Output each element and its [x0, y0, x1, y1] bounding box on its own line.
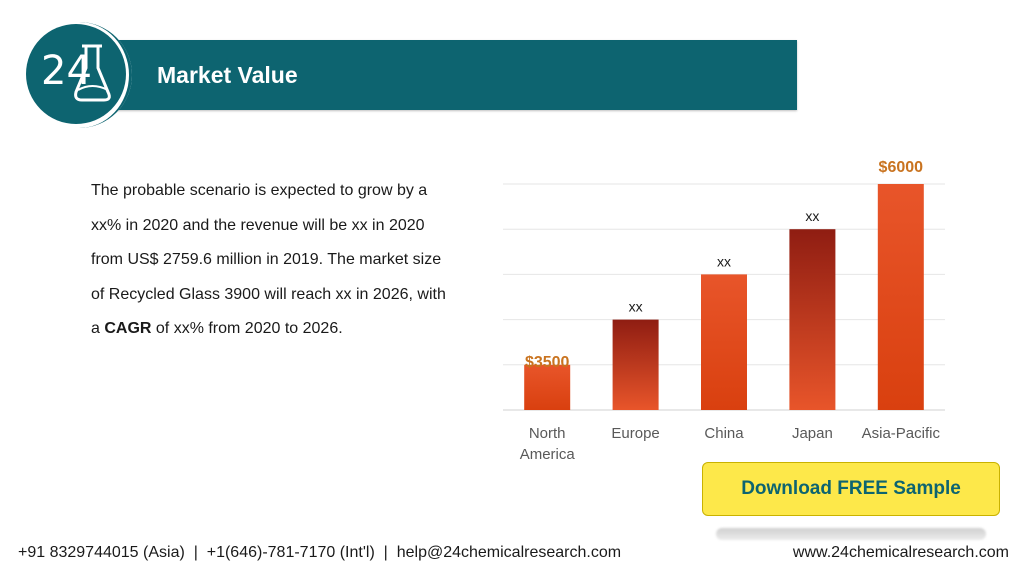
category-label: Europe	[611, 425, 659, 442]
data-label: xx	[629, 299, 643, 315]
data-label: $3500	[525, 354, 570, 371]
download-sample-button[interactable]: Download FREE Sample	[702, 462, 1000, 516]
data-label: xx	[805, 208, 819, 224]
button-shadow	[716, 528, 986, 540]
footer-contact: +91 8329744015 (Asia) | +1(646)-781-7170…	[18, 544, 622, 561]
description-part-2: of xx% from 2020 to 2026.	[151, 320, 343, 338]
brand-logo: 24	[26, 22, 132, 128]
category-label: China	[704, 425, 744, 442]
category-label: North	[529, 425, 566, 442]
data-label: xx	[717, 253, 731, 269]
data-label: $6000	[879, 159, 924, 176]
bar-north-america	[524, 364, 571, 410]
footer-website[interactable]: www.24chemicalresearch.com	[792, 544, 1009, 561]
description-part-1: The probable scenario is expected to gro…	[91, 182, 446, 338]
description-text: The probable scenario is expected to gro…	[91, 174, 451, 347]
bar-asia-pacific	[877, 184, 924, 410]
bar-china	[701, 274, 747, 410]
category-label: America	[520, 446, 576, 463]
page-title: Market Value	[157, 62, 298, 88]
category-label: Japan	[792, 425, 833, 442]
logo-ring	[26, 22, 132, 128]
category-label: Asia-Pacific	[862, 425, 941, 442]
bar-europe	[612, 319, 659, 410]
description-bold-cagr: CAGR	[104, 320, 152, 338]
header-bar: Market Value	[95, 40, 797, 110]
bar-japan	[789, 229, 836, 410]
